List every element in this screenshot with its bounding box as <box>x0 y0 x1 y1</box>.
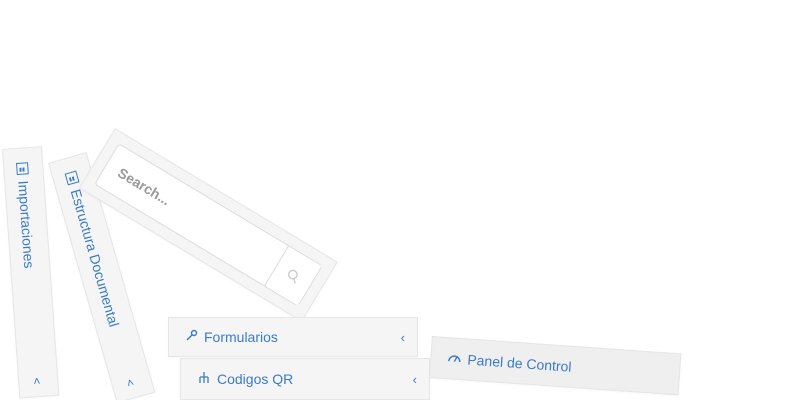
menu-item-label: Formularios <box>204 329 278 345</box>
menu-item-formularios[interactable]: Formularios ‹ <box>168 317 418 357</box>
search-panel <box>78 128 338 322</box>
chevron-up-icon[interactable]: ˄ <box>32 373 41 389</box>
sidebar-item-label-wrapper: Importaciones <box>14 162 37 269</box>
search-icon <box>288 269 298 284</box>
dashboard-icon <box>447 350 462 367</box>
document-structure-icon <box>64 170 80 186</box>
search-box <box>94 143 323 307</box>
chevron-left-icon[interactable]: ‹ <box>400 329 405 345</box>
search-button[interactable] <box>264 245 322 306</box>
tree-icon <box>197 371 211 387</box>
chevron-left-icon[interactable]: ‹ <box>412 371 417 387</box>
menu-item-codigos-qr[interactable]: Codigos QR ‹ <box>180 358 430 400</box>
wrench-icon <box>185 329 198 345</box>
menu-item-panel-de-control[interactable]: Panel de Control <box>429 336 682 396</box>
menu-item-label: Panel de Control <box>466 351 573 375</box>
sidebar-item-importaciones[interactable]: Importaciones ˄ <box>2 146 60 399</box>
bar-chart-icon <box>16 162 29 176</box>
search-input[interactable] <box>95 144 288 286</box>
sidebar-item-label: Importaciones <box>15 180 38 269</box>
chevron-up-icon[interactable]: ˄ <box>124 375 136 391</box>
menu-item-label: Codigos QR <box>217 371 294 387</box>
